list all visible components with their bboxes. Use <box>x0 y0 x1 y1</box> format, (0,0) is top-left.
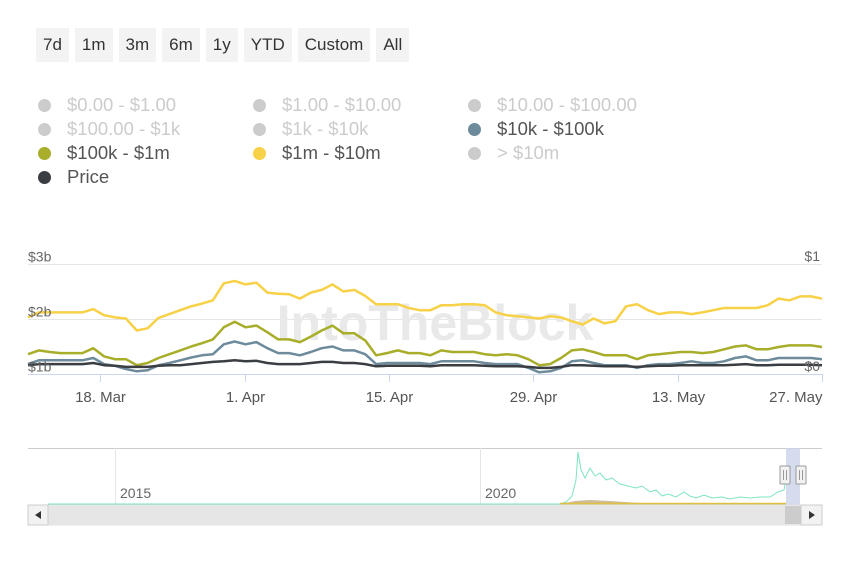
series-line <box>27 359 823 370</box>
legend-marker-icon <box>38 146 51 160</box>
legend-item[interactable]: $10.00 - $100.00 <box>468 94 683 115</box>
legend-item[interactable]: $10k - $100k <box>468 118 683 139</box>
legend-marker-icon <box>38 98 51 112</box>
range-3m-button[interactable]: 3m <box>118 28 157 62</box>
series-line <box>27 320 823 367</box>
legend-item[interactable]: $100k - $1m <box>38 142 253 163</box>
range-all-button[interactable]: All <box>376 28 410 62</box>
axis-layer: $1b $2b $3b $0 $1 18. Mar 1. Apr 15. Apr 29. Apr… <box>28 248 823 406</box>
series-layer <box>27 279 823 374</box>
x-tick-label: 15. Apr <box>366 389 414 406</box>
legend-item[interactable]: Price <box>38 166 253 187</box>
chart-legend: $0.00 - $1.00 $1.00 - $10.00 $10.00 - $100… <box>38 94 758 187</box>
legend-label: $10k - $100k <box>497 118 604 139</box>
legend-label: $1m - $10m <box>282 142 381 163</box>
legend-item[interactable]: > $10m <box>468 142 683 163</box>
legend-item[interactable]: $100.00 - $1k <box>38 118 253 139</box>
series-line <box>27 279 823 332</box>
legend-label: $100.00 - $1k <box>67 118 181 139</box>
scrollbar-thumb[interactable] <box>785 506 801 524</box>
x-tick-label: 18. Mar <box>75 389 126 406</box>
legend-marker-icon <box>468 122 481 136</box>
arrow-left-icon <box>35 511 41 519</box>
legend-label: $100k - $1m <box>67 142 170 163</box>
range-7d-button[interactable]: 7d <box>36 28 69 62</box>
watermark-text: IntoTheBlock <box>277 295 594 351</box>
navigator-handle-left[interactable] <box>779 465 791 485</box>
range-selector: 7d 1m 3m 6m 1y YTD Custom All <box>36 28 410 62</box>
arrow-right-icon <box>809 511 815 519</box>
x-tick-label: 29. Apr <box>510 389 558 406</box>
range-6m-button[interactable]: 6m <box>162 28 200 62</box>
legend-marker-icon <box>468 98 481 112</box>
legend-marker-icon <box>253 98 266 112</box>
x-tick-label: 27. May <box>769 389 823 406</box>
navigator: 2015 2020 <box>27 448 823 526</box>
range-1y-button[interactable]: 1y <box>205 28 238 62</box>
legend-label: Price <box>67 166 110 187</box>
legend-marker-icon <box>253 146 266 160</box>
legend-marker-icon <box>253 122 266 136</box>
legend-item[interactable]: $1.00 - $10.00 <box>253 94 468 115</box>
legend-item[interactable]: $1k - $10k <box>253 118 468 139</box>
legend-label: $0.00 - $1.00 <box>67 94 177 115</box>
legend-marker-icon <box>468 146 481 160</box>
navigator-selected-range[interactable] <box>786 448 800 505</box>
legend-label: > $10m <box>497 142 560 163</box>
legend-marker-icon <box>38 170 51 184</box>
scrollbar-track-fill <box>48 506 785 524</box>
y-left-tick-label: $2b <box>28 304 52 320</box>
x-tick-label: 1. Apr <box>226 389 265 406</box>
x-tick-label: 13. May <box>652 389 706 406</box>
range-1m-button[interactable]: 1m <box>74 28 113 62</box>
navigator-label-2015: 2015 <box>120 485 151 501</box>
range-custom-button[interactable]: Custom <box>297 28 371 62</box>
y-left-tick-label: $1b <box>28 359 52 375</box>
scrollbar-right-button[interactable] <box>800 504 823 526</box>
legend-label: $1k - $10k <box>282 118 369 139</box>
navigator-label-2020: 2020 <box>485 485 516 501</box>
navigator-series-line <box>48 451 787 505</box>
y-left-tick-label: $3b <box>28 249 52 265</box>
y-right-tick-label: $1 <box>804 248 820 264</box>
y-right-tick-label: $0 <box>804 358 820 374</box>
navigator-handle-right[interactable] <box>795 465 807 485</box>
range-ytd-button[interactable]: YTD <box>243 28 292 62</box>
legend-label: $1.00 - $10.00 <box>282 94 402 115</box>
legend-item[interactable]: $0.00 - $1.00 <box>38 94 253 115</box>
main-chart: IntoTheBlock $1b $2b $3b $0 $1 18. Mar 1. Apr 1… <box>27 248 823 406</box>
scrollbar-left-button[interactable] <box>27 504 49 526</box>
legend-label: $10.00 - $100.00 <box>497 94 637 115</box>
legend-item[interactable]: $1m - $10m <box>253 142 468 163</box>
legend-marker-icon <box>38 122 51 136</box>
